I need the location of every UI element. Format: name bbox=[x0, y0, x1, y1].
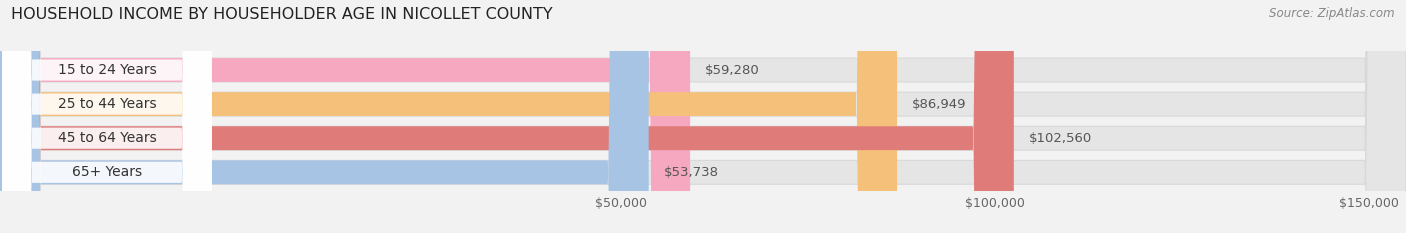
Text: $86,949: $86,949 bbox=[912, 98, 966, 111]
FancyBboxPatch shape bbox=[3, 0, 212, 233]
Text: 45 to 64 Years: 45 to 64 Years bbox=[58, 131, 156, 145]
FancyBboxPatch shape bbox=[0, 0, 1014, 233]
FancyBboxPatch shape bbox=[3, 0, 212, 233]
Text: 25 to 44 Years: 25 to 44 Years bbox=[58, 97, 156, 111]
Text: 65+ Years: 65+ Years bbox=[72, 165, 142, 179]
Text: HOUSEHOLD INCOME BY HOUSEHOLDER AGE IN NICOLLET COUNTY: HOUSEHOLD INCOME BY HOUSEHOLDER AGE IN N… bbox=[11, 7, 553, 22]
Text: $59,280: $59,280 bbox=[704, 64, 759, 76]
Text: Source: ZipAtlas.com: Source: ZipAtlas.com bbox=[1270, 7, 1395, 20]
Text: $102,560: $102,560 bbox=[1029, 132, 1092, 145]
Text: $53,738: $53,738 bbox=[664, 166, 718, 179]
FancyBboxPatch shape bbox=[3, 0, 212, 233]
FancyBboxPatch shape bbox=[3, 0, 212, 233]
FancyBboxPatch shape bbox=[0, 0, 690, 233]
FancyBboxPatch shape bbox=[0, 0, 897, 233]
Text: 15 to 24 Years: 15 to 24 Years bbox=[58, 63, 156, 77]
FancyBboxPatch shape bbox=[0, 0, 648, 233]
